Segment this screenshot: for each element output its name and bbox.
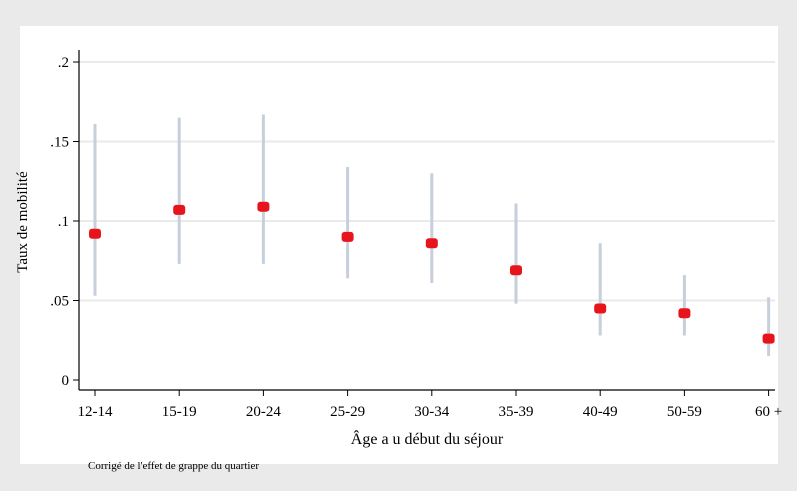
y-tick-label: .1 [58,214,69,230]
x-tick-label: 50-59 [667,404,702,420]
data-point [678,308,691,319]
x-tick-label: 12-14 [78,404,113,420]
data-point [173,204,186,215]
y-tick-label: .05 [50,294,69,310]
x-tick-label: 25-29 [330,404,365,420]
data-point [89,228,101,239]
y-tick-label: 0 [62,373,70,389]
data-point [425,238,438,249]
interval-layer [93,114,771,357]
y-tick-layer: 0 .05 .1 .15 .2 [50,55,79,389]
x-tick-label: 40-49 [583,404,618,420]
data-point [341,231,354,242]
x-tick-label: 60 + [755,404,782,420]
data-point [510,265,522,276]
y-axis-label: Taux de mobilité [15,171,31,273]
data-point [762,333,775,344]
y-tick-label: .15 [50,135,69,151]
data-point [594,303,607,314]
x-tick-layer: 12-14 15-19 20-24 25-29 30-34 35-39 40-49 50-59… [78,390,782,420]
data-point [257,201,270,212]
x-tick-label: 35-39 [499,404,534,420]
x-tick-label: 15-19 [162,404,197,420]
y-tick-label: .2 [58,55,69,71]
x-tick-label: 20-24 [246,404,281,420]
plot-background [20,26,778,464]
x-tick-label: 30-34 [414,404,449,420]
x-axis-label: Âge a u début du séjour [351,429,504,448]
point-layer [89,201,775,344]
chart-note: Corrigé de l'effet de grappe du quartier [88,460,259,472]
grid-layer [79,61,775,302]
axis-layer [78,50,775,391]
